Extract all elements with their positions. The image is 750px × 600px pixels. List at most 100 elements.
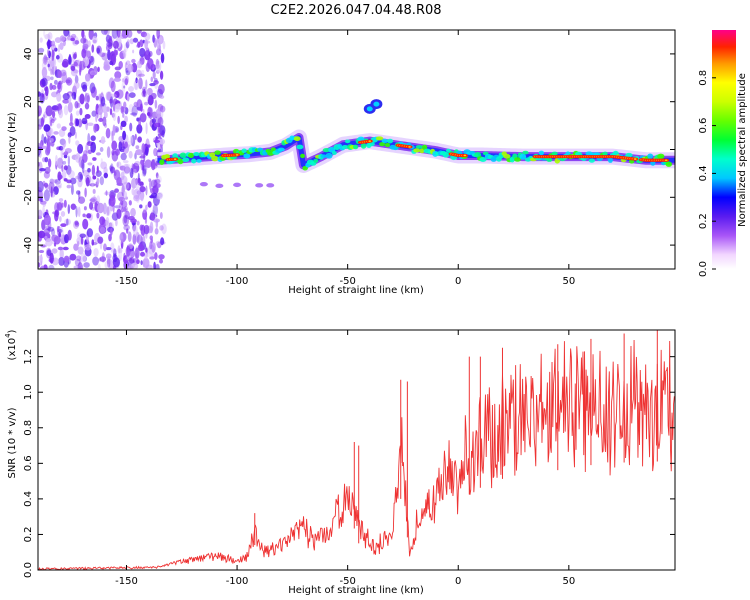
- noise-speck: [116, 208, 122, 220]
- noise-speck: [141, 70, 145, 75]
- noise-speck: [70, 203, 77, 210]
- noise-speck: [79, 233, 87, 238]
- figure-title: C2E2.2026.047.04.48.R08: [270, 3, 441, 18]
- noise-speck: [158, 36, 163, 45]
- noise-speck: [62, 98, 70, 104]
- ridge-blob: [375, 136, 384, 141]
- noise-speck: [62, 246, 69, 251]
- noise-speck: [89, 198, 96, 203]
- noise-speck: [45, 86, 49, 97]
- noise-speck: [61, 165, 64, 172]
- noise-speck: [51, 248, 58, 254]
- ridge-blob: [277, 147, 285, 152]
- snr-xtick-label: -100: [226, 576, 249, 587]
- noise-speck: [42, 114, 46, 124]
- noise-speck: [74, 220, 79, 226]
- noise-speck: [161, 130, 165, 138]
- multiplier-close: ): [7, 329, 18, 333]
- noise-speck: [87, 133, 91, 145]
- noise-speck: [130, 218, 137, 224]
- ridge-blob: [519, 153, 527, 160]
- noise-speck: [136, 60, 143, 69]
- noise-speck: [87, 168, 91, 173]
- noise-speck: [74, 131, 78, 139]
- noise-speck: [82, 84, 88, 92]
- noise-speck: [62, 160, 67, 165]
- ridge-blob: [657, 153, 665, 159]
- noise-speck: [146, 112, 151, 116]
- noise-speck: [113, 171, 117, 176]
- snr-x-ticks: -150 -100 -50 0 50: [115, 330, 575, 587]
- noise-speck: [158, 83, 165, 95]
- noise-speck: [61, 202, 64, 208]
- noise-speck: [97, 106, 103, 116]
- noise-speck: [139, 204, 143, 209]
- noise-speck: [67, 170, 75, 178]
- ridge-blob: [300, 153, 305, 159]
- noise-speck: [110, 163, 114, 175]
- noise-speck: [100, 158, 103, 165]
- snr-y-ticks: 0.0 0.2 0.4 0.6 0.8 1.0 1.2: [23, 349, 675, 578]
- noise-speck: [147, 144, 151, 148]
- noise-speck: [107, 49, 111, 61]
- noise-speck: [67, 229, 72, 241]
- noise-speck: [76, 255, 82, 261]
- ridge-blob: [522, 150, 529, 155]
- noise-speck: [155, 263, 160, 269]
- noise-speck: [72, 40, 76, 45]
- noise-speck: [60, 211, 66, 217]
- ridge-blob: [665, 161, 672, 167]
- noise-speck: [153, 139, 161, 144]
- noise-speck: [153, 37, 158, 48]
- noise-speck: [100, 96, 106, 107]
- noise-speck: [116, 162, 119, 167]
- noise-speck: [144, 101, 149, 106]
- noise-speck: [75, 190, 81, 195]
- noise-speck: [55, 182, 62, 188]
- noise-speck: [118, 141, 123, 152]
- noise-speck: [77, 246, 84, 255]
- ridge-blob: [193, 151, 200, 157]
- noise-speck: [138, 77, 143, 90]
- ridge-blob: [179, 152, 187, 159]
- noise-speck: [43, 228, 51, 234]
- noise-speck: [135, 77, 138, 84]
- noise-speck: [58, 80, 64, 85]
- noise-speck: [142, 108, 145, 115]
- noise-speck: [92, 157, 97, 161]
- noise-speck: [127, 39, 130, 45]
- noise-speck: [125, 245, 131, 257]
- noise-speck: [62, 139, 67, 148]
- snr-ytick-label: 0.2: [23, 526, 34, 542]
- noise-speck: [135, 79, 142, 83]
- snr-xtick-label: 50: [562, 576, 575, 587]
- noise-speck: [134, 247, 140, 259]
- noise-speck: [142, 234, 146, 246]
- ridge-blob: [419, 148, 425, 154]
- noise-speck: [134, 133, 137, 140]
- noise-speck: [152, 70, 156, 80]
- colorbar-tick-label: 0.4: [698, 165, 709, 181]
- ridge-blob: [607, 157, 613, 163]
- noise-speck: [92, 256, 99, 266]
- noise-speck: [50, 76, 54, 81]
- noise-speck: [123, 191, 128, 199]
- noise-speck: [74, 258, 81, 267]
- colorbar-tick-label: 0.6: [698, 118, 709, 134]
- noise-speck: [160, 109, 164, 120]
- spectrogram-ytick-label: 20: [23, 95, 34, 108]
- noise-speck: [85, 177, 90, 187]
- noise-speck: [81, 30, 85, 39]
- ridge-blob: [415, 145, 424, 149]
- noise-speck: [156, 39, 161, 50]
- noise-speck: [145, 146, 149, 157]
- noise-speck: [99, 256, 107, 262]
- noise-speck: [79, 60, 83, 73]
- ridge-blob: [413, 148, 421, 153]
- noise-speck: [92, 188, 96, 194]
- noise-speck: [155, 108, 162, 119]
- noise-speck: [105, 91, 112, 101]
- noise-speck: [59, 42, 64, 51]
- noise-speck: [155, 172, 159, 179]
- noise-speck: [47, 63, 50, 68]
